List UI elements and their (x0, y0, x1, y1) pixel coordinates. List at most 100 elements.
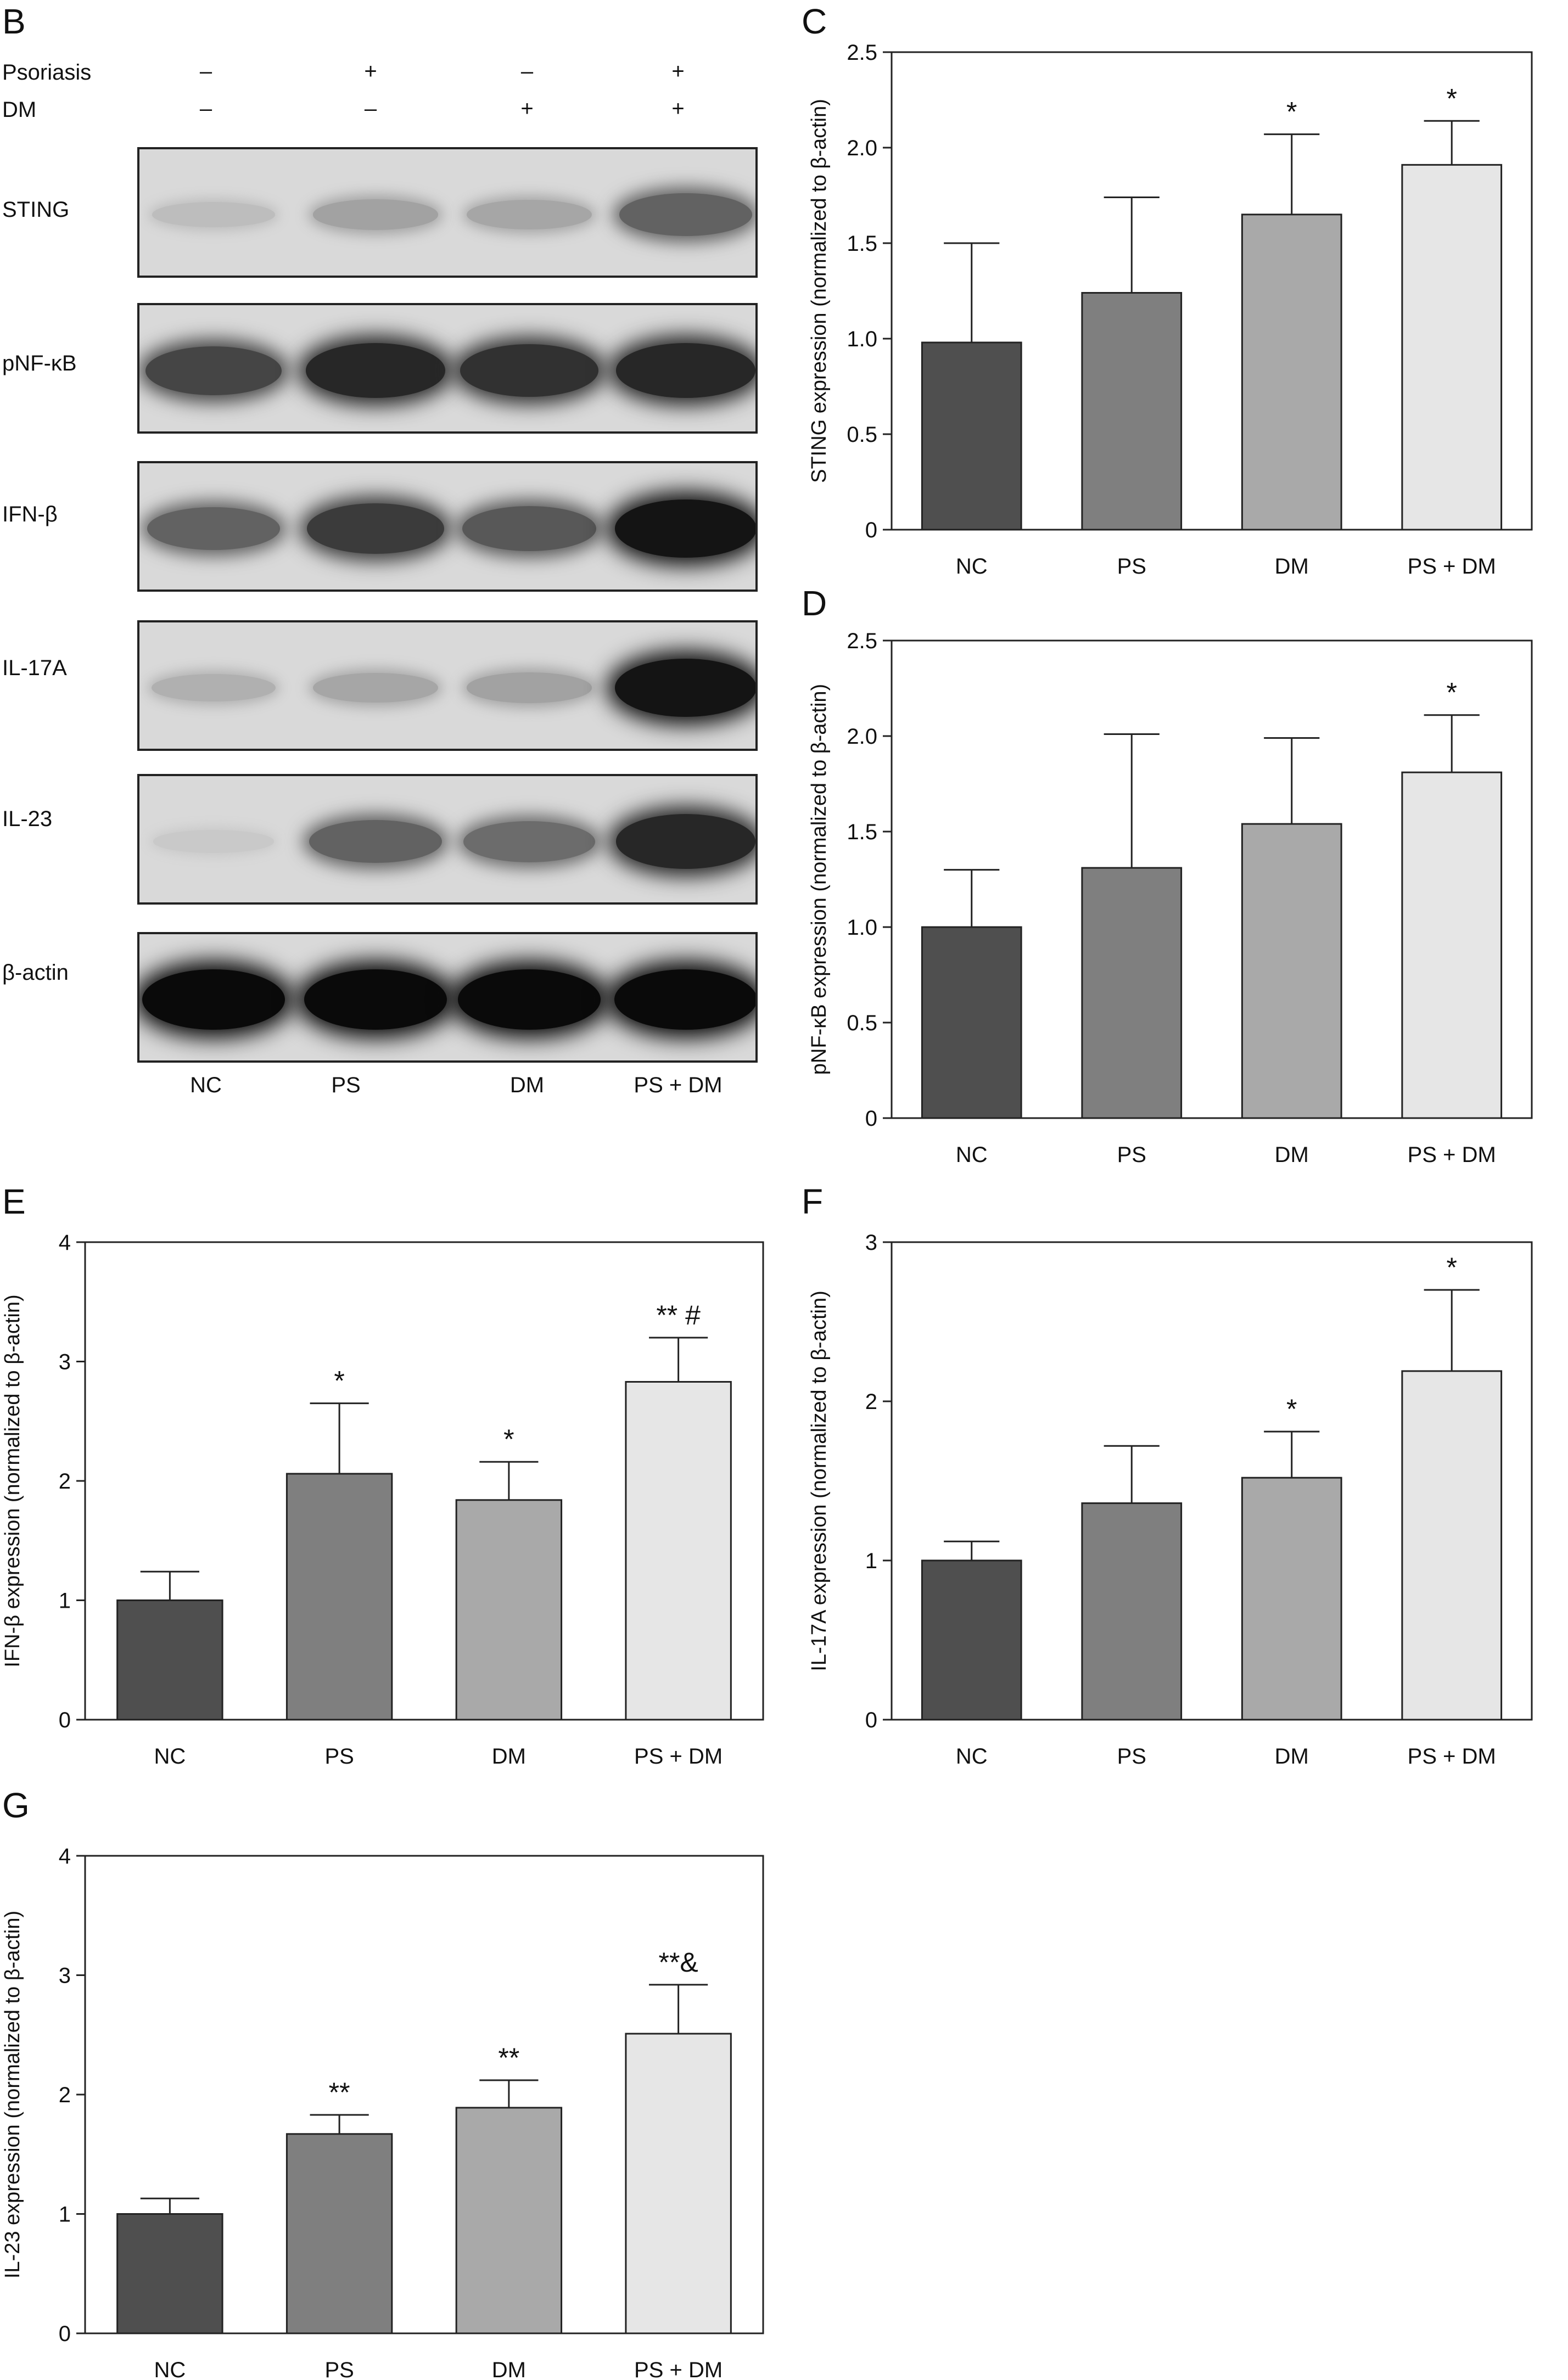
blot-band (304, 969, 447, 1030)
blot-image-pnfkb (137, 303, 758, 434)
y-tick-label: 4 (59, 1844, 71, 1868)
blot-band (466, 672, 592, 703)
significance-label: * (1447, 83, 1457, 114)
y-tick-label: 0.5 (847, 1011, 877, 1035)
bar (921, 341, 1022, 531)
psoriasis-sign: – (520, 59, 534, 83)
blot-label-pnfkb: pNF-κB (2, 351, 77, 375)
y-tick-label: 3 (865, 1231, 877, 1255)
blot-band (152, 202, 275, 227)
bar (921, 926, 1022, 1119)
panel-letter-e: E (2, 1182, 26, 1221)
blot-band (616, 343, 755, 398)
blot-band (458, 969, 601, 1030)
y-tick-label: 2.5 (847, 629, 877, 653)
panel-letter-g: G (2, 1786, 30, 1825)
dm-sign: – (199, 97, 212, 121)
blot-band (152, 673, 276, 702)
significance-label: * (334, 1366, 344, 1396)
x-tick-label: PS (1117, 1744, 1146, 1769)
psoriasis-row-label: Psoriasis (2, 60, 92, 85)
y-tick-label: 0.5 (847, 423, 877, 447)
blot-band (615, 499, 755, 558)
significance-label: **& (658, 1947, 698, 1978)
plot-frame (891, 51, 1533, 531)
y-tick-label: 2.0 (847, 136, 877, 160)
psoriasis-sign: – (199, 59, 212, 83)
bar (285, 2133, 393, 2334)
bar (625, 2033, 732, 2334)
panel-letter-f: F (802, 1182, 824, 1221)
bar (1401, 1370, 1503, 1721)
x-tick-label: NC (154, 1744, 186, 1769)
bar (1081, 291, 1183, 531)
y-axis-label: IL-23 expression (normalized to β-actin) (1, 1911, 24, 2278)
blot-image-il23 (137, 774, 758, 905)
bar (285, 1473, 393, 1721)
blot-label-sting: STING (2, 198, 70, 222)
y-tick-label: 0 (865, 518, 877, 542)
blot-band (153, 830, 275, 853)
y-tick-label: 1.0 (847, 916, 877, 940)
y-tick-label: 1 (59, 2203, 71, 2227)
y-tick-label: 2 (59, 2083, 71, 2107)
x-tick-label: NC (956, 1143, 988, 1167)
bar (455, 1499, 563, 1721)
x-tick-label: DM (492, 1744, 526, 1769)
x-tick-label: PS (324, 2358, 354, 2380)
y-axis-label: IFN-β expression (normalized to β-actin) (1, 1294, 24, 1667)
significance-label: ** (329, 2077, 350, 2108)
dm-sign: + (671, 97, 685, 121)
blot-band (615, 658, 755, 717)
bar (1401, 771, 1503, 1119)
bar (116, 2213, 223, 2334)
y-tick-label: 3 (59, 1964, 71, 1988)
blot-band (306, 343, 445, 398)
y-tick-label: 4 (59, 1231, 71, 1255)
bar (1081, 1502, 1183, 1721)
blot-label-il23: IL-23 (2, 807, 53, 831)
bar (1401, 164, 1503, 531)
x-tick-label: PS + DM (1408, 1744, 1496, 1769)
psoriasis-sign: + (671, 59, 685, 83)
blot-band (462, 506, 596, 551)
x-tick-label: NC (956, 554, 988, 579)
x-tick-label: PS (1117, 554, 1146, 579)
blot-image-beta-actin (137, 932, 758, 1063)
blot-band (147, 507, 280, 551)
y-tick-label: 0 (865, 1708, 877, 1732)
lane-label: DM (509, 1073, 545, 1097)
x-tick-label: DM (1275, 1744, 1309, 1769)
y-tick-label: 2 (865, 1390, 877, 1414)
y-tick-label: 1.5 (847, 232, 877, 256)
blot-band (463, 821, 595, 862)
y-tick-label: 1 (59, 1589, 71, 1613)
significance-label: ** # (656, 1300, 701, 1331)
y-tick-label: 2.0 (847, 725, 877, 749)
dm-row-label: DM (2, 98, 37, 122)
significance-label: * (503, 1424, 514, 1455)
blot-band (145, 346, 282, 395)
x-tick-label: PS + DM (1408, 1143, 1496, 1167)
blot-band (307, 503, 444, 554)
blot-band (312, 199, 439, 230)
y-tick-label: 1 (865, 1549, 877, 1573)
y-tick-label: 3 (59, 1350, 71, 1374)
lane-label: PS (331, 1073, 361, 1097)
blot-band (619, 193, 752, 237)
dm-sign: – (364, 97, 377, 121)
x-tick-label: DM (1275, 1143, 1309, 1167)
blot-band (467, 200, 592, 229)
x-tick-label: DM (1275, 554, 1309, 579)
bar (1241, 1477, 1342, 1721)
x-tick-label: PS + DM (634, 2358, 723, 2380)
significance-label: ** (498, 2042, 519, 2073)
x-tick-label: DM (492, 2358, 526, 2380)
bar (1081, 867, 1183, 1119)
plot-frame (891, 1241, 1533, 1721)
y-tick-label: 0 (865, 1107, 877, 1131)
